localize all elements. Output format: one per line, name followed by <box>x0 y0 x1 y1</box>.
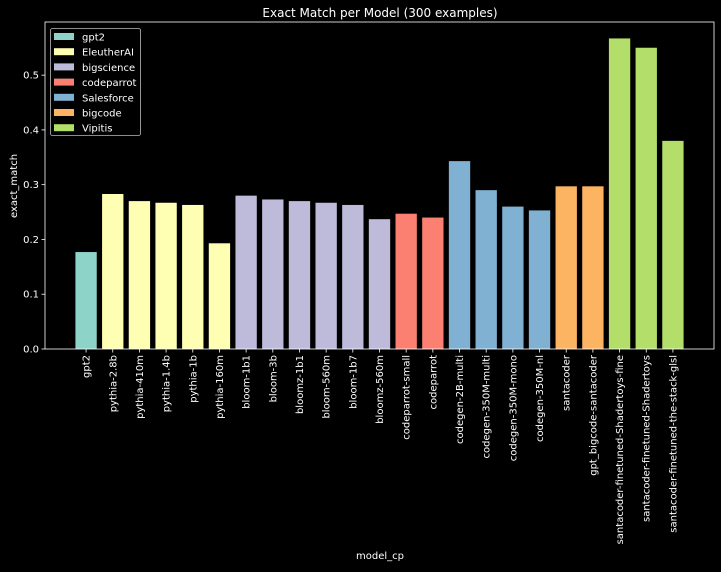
y-tick-label: 0.5 <box>23 71 39 82</box>
bar-santacoder-finetuned-Shadertoys <box>635 47 657 350</box>
bar-bloom-1b7 <box>342 204 364 349</box>
x-tick-label: pythia-2.8b <box>108 355 119 412</box>
bar-codegen-350M-nl <box>528 210 551 349</box>
x-tick-label: bloom-3b <box>268 355 279 402</box>
x-tick-label: pythia-160m <box>215 355 226 419</box>
bar-gpt_bigcode-santacoder <box>582 186 604 349</box>
plot-frame <box>44 21 715 350</box>
legend-entry: gpt2 <box>82 33 105 44</box>
x-tick-label: bloomz-560m <box>375 355 386 424</box>
y-tick-label: 0.3 <box>23 180 39 191</box>
legend-entry: bigcode <box>82 109 122 120</box>
x-tick-label: codegen-350M-mono <box>508 355 519 461</box>
x-axis-label: model_cp <box>356 551 404 562</box>
x-tick-label: santacoder <box>562 354 573 411</box>
x-tick-label: pythia-410m <box>135 355 146 419</box>
x-tick-label: bloom-560m <box>322 355 333 419</box>
legend-swatch <box>54 78 74 86</box>
y-tick-label: 0.0 <box>23 345 39 356</box>
x-tick-label: pythia-1b <box>188 355 199 403</box>
y-tick-label: 0.2 <box>23 235 39 246</box>
bar-bloom-560m <box>315 202 337 349</box>
y-axis-label: exact_match <box>9 154 20 218</box>
x-tick-label: bloomz-1b1 <box>295 355 306 414</box>
bar-pythia-1.4b <box>155 202 177 349</box>
bar-gpt2 <box>75 252 97 349</box>
x-tick-label: codegen-350M-multi <box>482 355 493 458</box>
bar-santacoder <box>555 186 577 349</box>
chart-title: Exact Match per Model (300 examples) <box>262 6 497 20</box>
bar-pythia-410m <box>128 201 151 349</box>
bar-codegen-350M-multi <box>475 190 497 349</box>
bar-bloom-1b1 <box>235 195 257 349</box>
legend-swatch <box>54 93 74 101</box>
legend-box <box>50 28 141 136</box>
bar-santacoder-finetuned-the-stack-glsl <box>662 140 684 349</box>
y-tick-label: 0.1 <box>23 290 39 301</box>
x-tick-label: codeparrot-small <box>402 355 413 440</box>
bar-pythia-1b <box>182 204 204 349</box>
legend-swatch <box>54 33 74 40</box>
x-tick-label: codegen-2B-multi <box>455 355 466 444</box>
x-tick-label: santacoder-finetuned-the-stack-glsl <box>668 355 679 533</box>
bar-pythia-160m <box>208 243 231 349</box>
legend-entry: bigscience <box>82 63 135 74</box>
x-tick-label: santacoder-finetuned-Shadertoys <box>642 355 653 522</box>
x-tick-label: bloom-1b7 <box>348 355 359 409</box>
bar-codeparrot-small <box>395 213 417 349</box>
legend-entry: Vipitis <box>82 124 112 135</box>
legend-entry: EleutherAI <box>82 48 134 59</box>
legend-swatch <box>54 109 74 116</box>
legend-swatch <box>54 124 74 132</box>
bar-bloomz-560m <box>368 219 391 349</box>
x-tick-label: gpt_bigcode-santacoder <box>588 354 599 476</box>
x-tick-label: bloom-1b1 <box>242 355 253 409</box>
bar-codeparrot <box>422 217 444 349</box>
bar-pythia-2.8b <box>102 193 124 349</box>
bar-santacoder-finetuned-Shadertoys-fine <box>608 38 631 349</box>
legend-entry: codeparrot <box>82 78 137 89</box>
bar-bloomz-1b1 <box>288 201 311 349</box>
bar-bloom-3b <box>262 199 284 349</box>
x-tick-label: codegen-350M-nl <box>535 355 546 442</box>
y-tick-label: 0.4 <box>23 125 39 136</box>
bar-codegen-2B-multi <box>448 161 471 349</box>
x-tick-label: gpt2 <box>82 355 93 378</box>
x-tick-label: codeparrot <box>428 355 439 410</box>
x-tick-label: santacoder-finetuned-Shadertoys-fine <box>615 355 626 544</box>
legend-entry: Salesforce <box>82 93 134 104</box>
legend-swatch <box>54 48 74 56</box>
bar-codegen-350M-mono <box>502 206 524 349</box>
legend-swatch <box>54 63 74 71</box>
x-tick-label: pythia-1.4b <box>162 355 173 412</box>
